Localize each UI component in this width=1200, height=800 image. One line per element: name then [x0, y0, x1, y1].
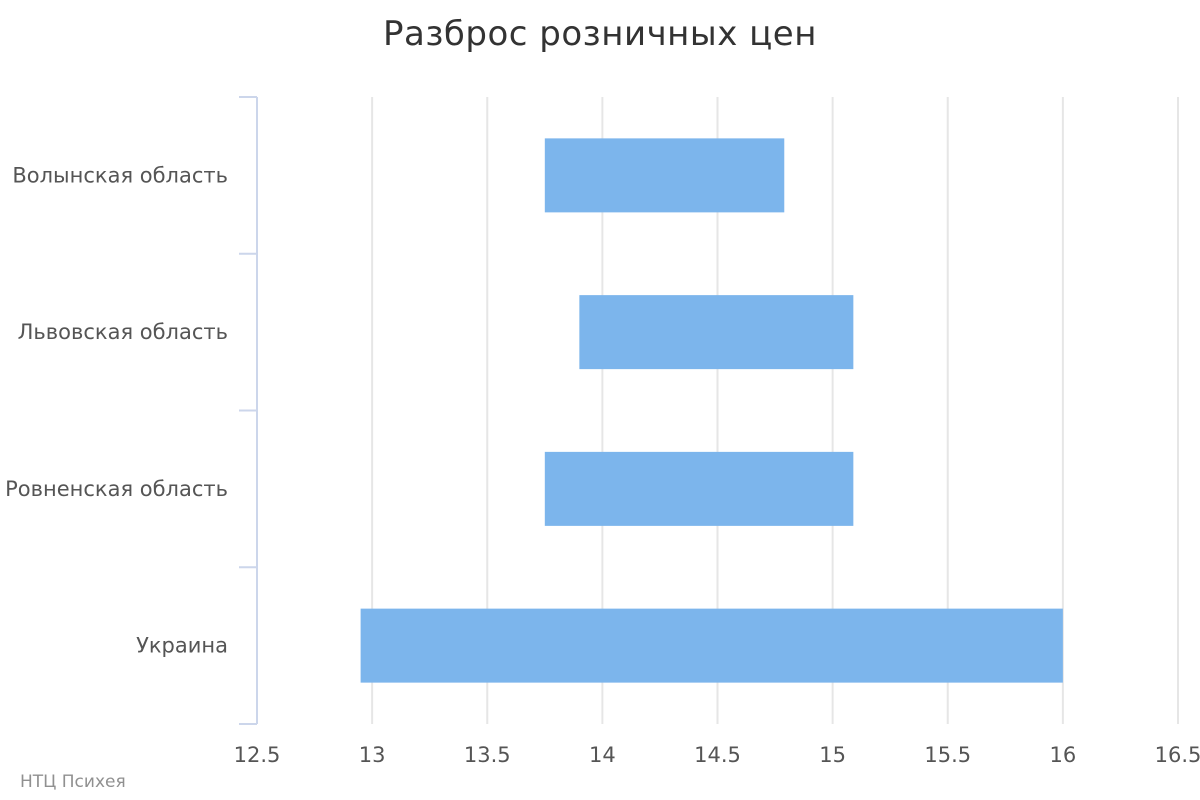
category-label: Волынская область: [12, 163, 228, 187]
x-tick-label: 16: [1050, 743, 1077, 767]
range-bar[interactable]: [544, 138, 785, 213]
category-label: Украина: [136, 634, 228, 658]
x-tick-label: 16.5: [1155, 743, 1200, 767]
category-labels: Волынская область Львовская область Ровнен…: [5, 163, 228, 657]
x-tick-label: 15: [819, 743, 846, 767]
range-bar[interactable]: [579, 295, 854, 370]
category-label: Львовская область: [18, 320, 228, 344]
x-tick-label: 14.5: [694, 743, 741, 767]
x-tick-label: 15.5: [924, 743, 971, 767]
x-tick-label: 13.5: [464, 743, 511, 767]
category-axis: [239, 96, 258, 725]
credits-label: НТЦ Психея: [20, 772, 126, 792]
x-tick-label: 13: [359, 743, 386, 767]
x-tick-label: 14: [589, 743, 616, 767]
chart-title: Разброс розничных цен: [383, 14, 817, 54]
range-bar[interactable]: [544, 451, 854, 526]
x-tick-labels: 12.5 13 13.5 14 14.5 15 15.5 16 16.5: [234, 743, 1200, 767]
bars: [360, 138, 1063, 683]
x-tick-label: 12.5: [234, 743, 281, 767]
category-label: Ровненская область: [5, 477, 228, 501]
range-bar[interactable]: [360, 608, 1063, 683]
